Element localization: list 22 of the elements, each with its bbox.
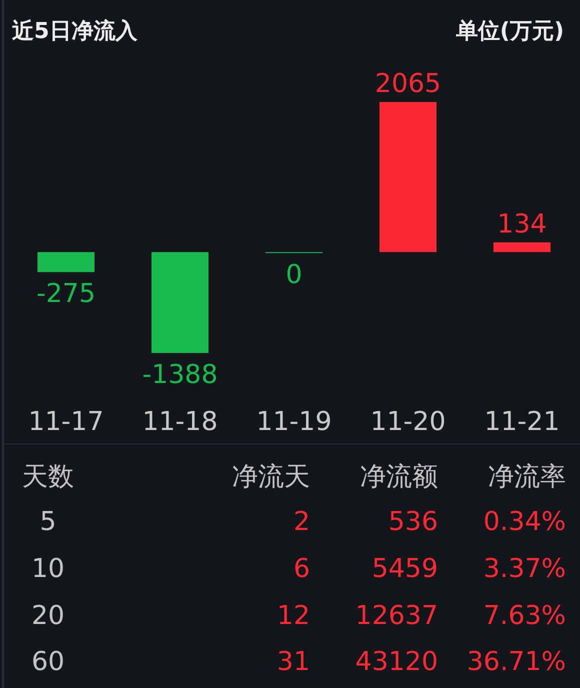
cell: 31 <box>276 647 310 677</box>
title: 近5日净流入 <box>12 19 138 44</box>
cell: 12 <box>276 601 310 631</box>
cell: 0.34% <box>483 507 566 537</box>
cell: 7.63% <box>483 601 566 631</box>
cell: 36.71% <box>466 647 566 677</box>
cell: 12637 <box>355 601 438 631</box>
cell: 6 <box>293 554 310 584</box>
cell: 60 <box>31 647 65 677</box>
cell: 5459 <box>372 554 438 584</box>
cell: 净流天 <box>232 462 310 492</box>
cell: 536 <box>388 507 438 537</box>
cell: 净流额 <box>360 462 438 492</box>
cell: 3.37% <box>483 554 566 584</box>
cell: 5 <box>40 507 56 537</box>
cell: 20 <box>31 601 65 631</box>
cell: 10 <box>31 554 65 584</box>
cell: 天数 <box>22 462 74 492</box>
cell: 净流率 <box>488 462 566 492</box>
subtitle: 单位(万元) <box>456 19 564 44</box>
cell: 43120 <box>355 647 438 677</box>
cell: 2 <box>293 507 310 537</box>
